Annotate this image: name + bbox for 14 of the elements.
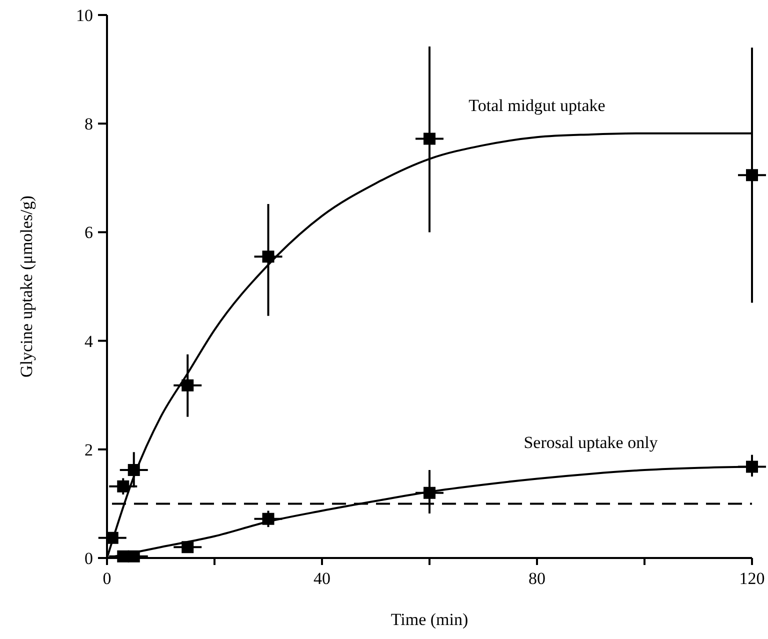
x-tick-label: 40 [314, 569, 330, 588]
y-tick-label: 10 [76, 6, 93, 25]
y-tick-label: 8 [84, 114, 93, 134]
y-tick-label: 2 [84, 440, 93, 460]
y-tick-label: 6 [84, 223, 93, 242]
x-tick-label: 80 [528, 569, 546, 588]
series-label: Total midgut uptake [468, 96, 606, 116]
x-tick-label: 0 [102, 569, 112, 588]
series-label: Serosal uptake only [524, 432, 658, 452]
y-axis-title: Glycine uptake (μmoles/g) [17, 196, 36, 378]
y-tick-label: 0 [84, 548, 93, 568]
y-tick-label: 4 [84, 332, 94, 351]
x-axis-title: Time (min) [390, 610, 468, 629]
x-tick-label: 120 [739, 569, 765, 588]
